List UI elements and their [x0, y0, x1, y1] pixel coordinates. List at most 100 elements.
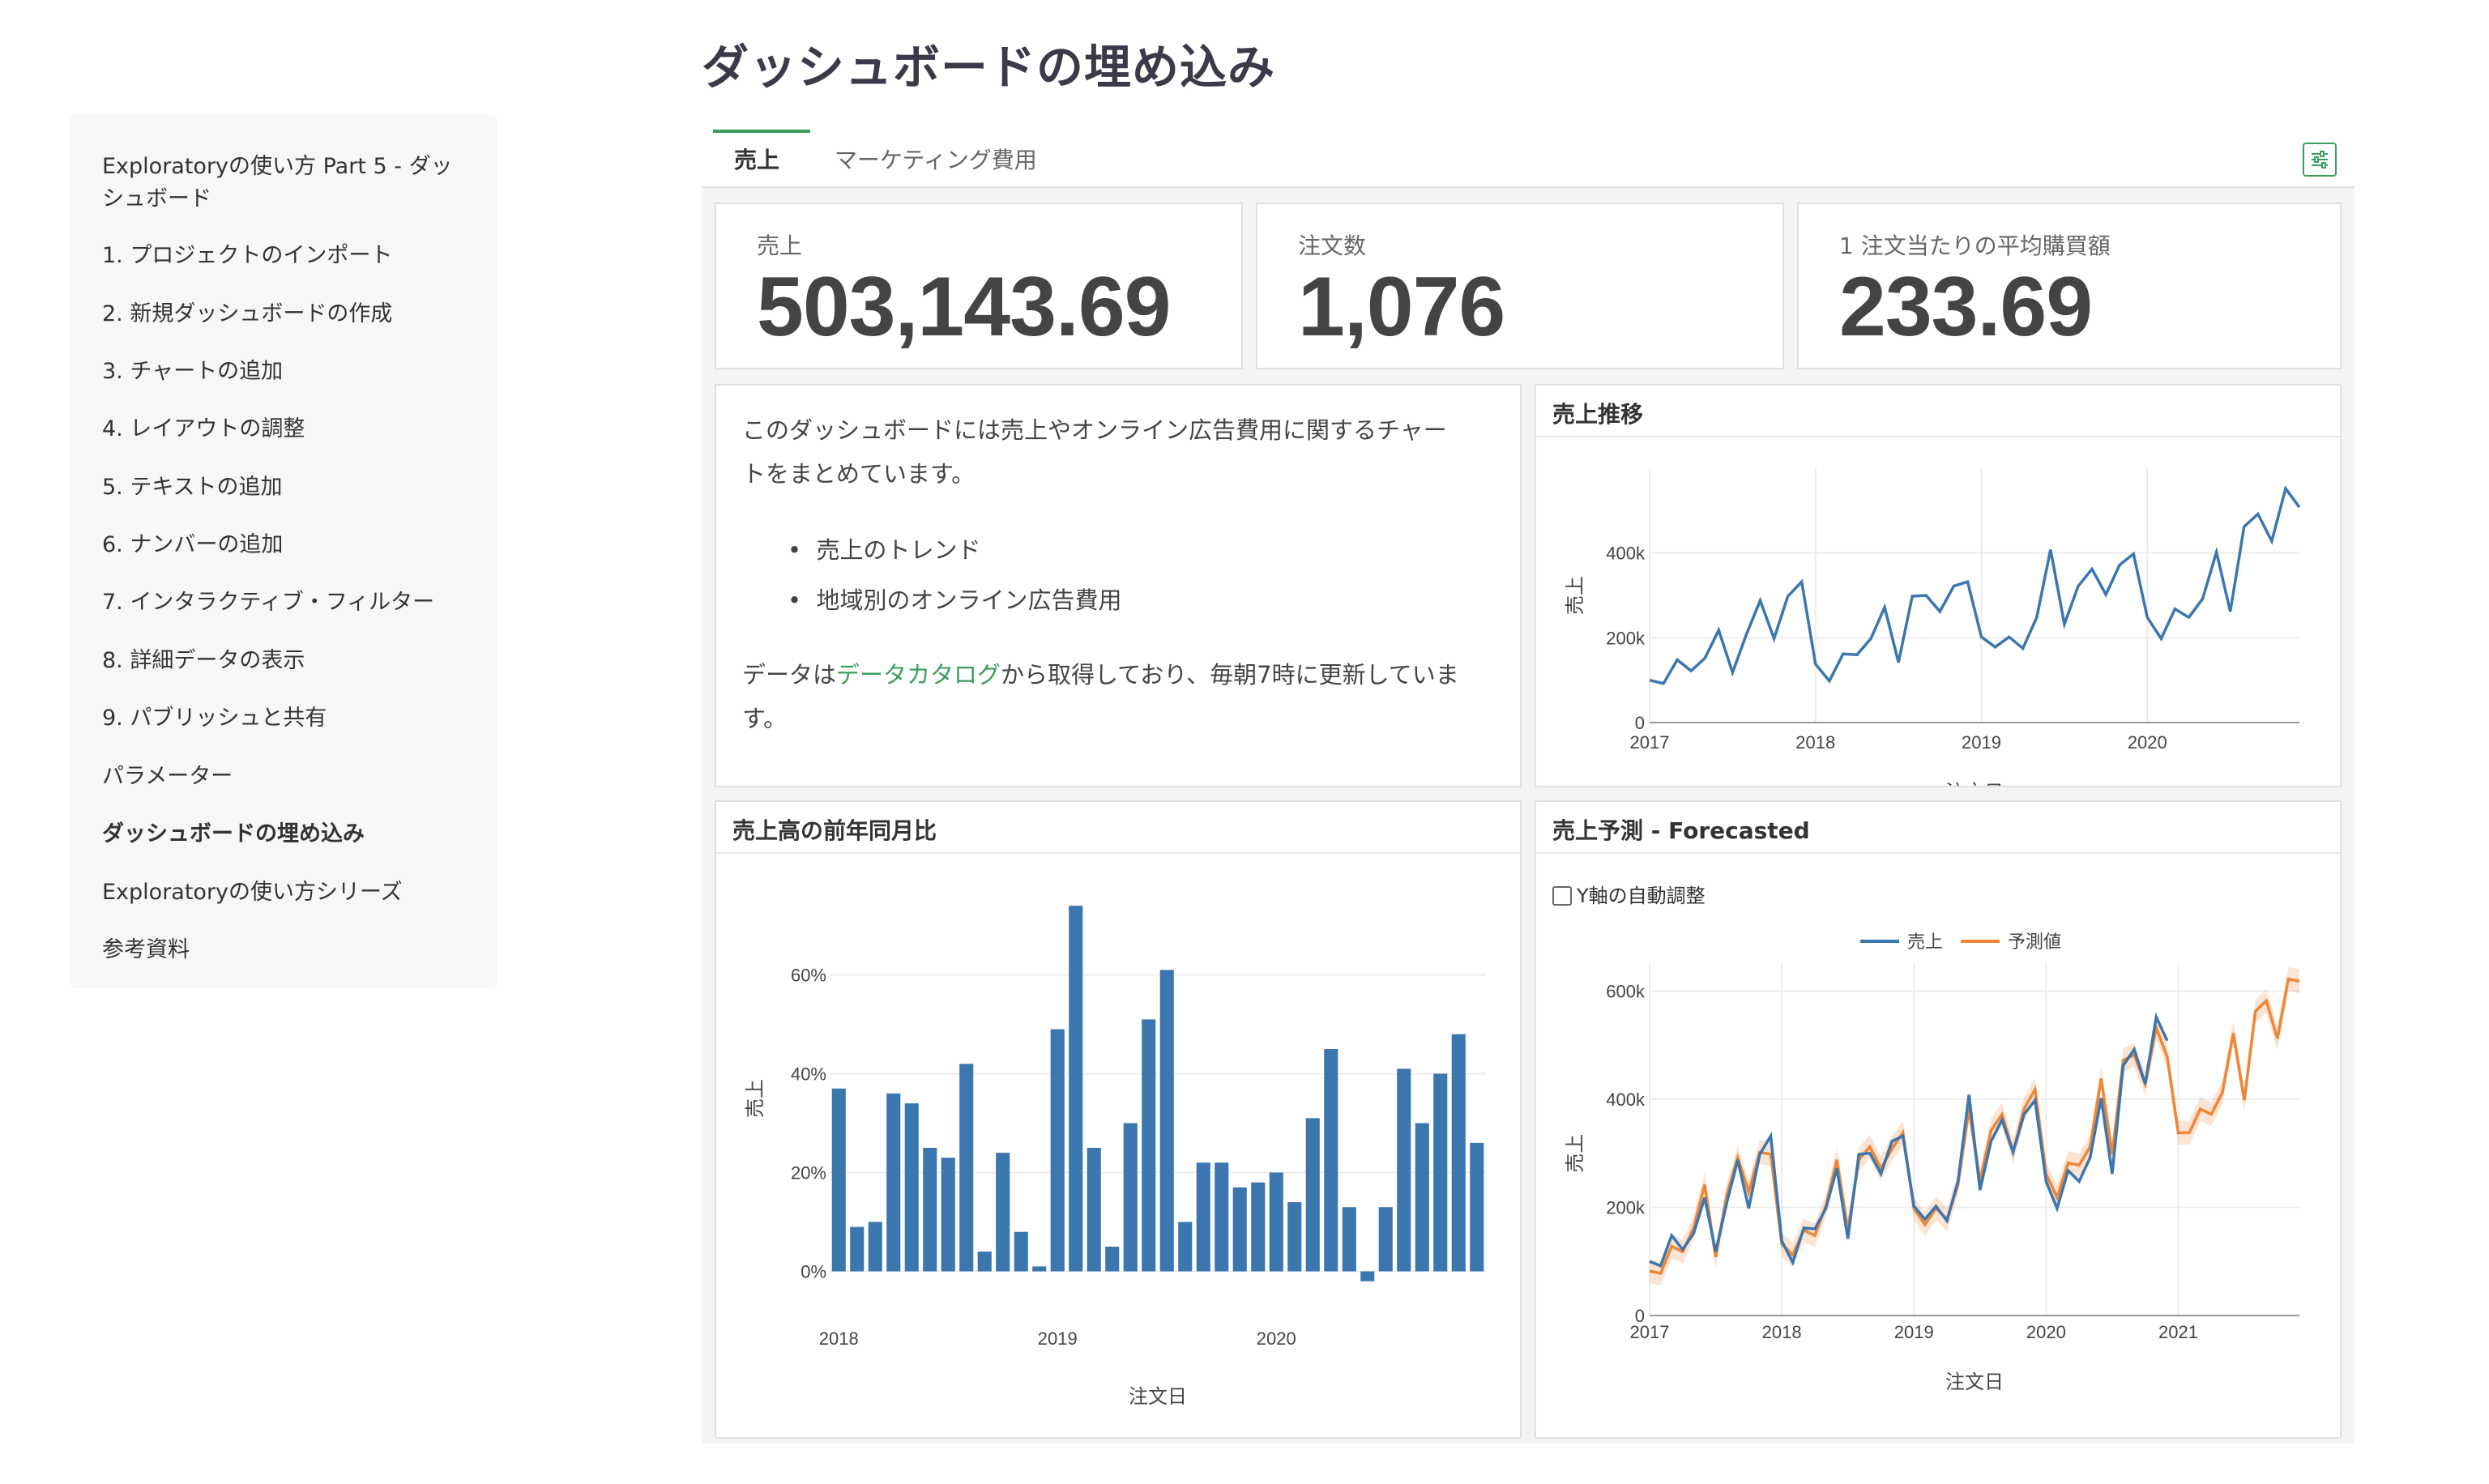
sales-trend-chart: 0 200k 400k 2017 2018 2019 2020 注文日 売上: [1565, 468, 2301, 786]
tab-sales[interactable]: 売上: [734, 147, 780, 173]
y-axis-title: 売上: [1565, 1134, 1586, 1173]
y-tick-label: 20%: [791, 1163, 826, 1183]
sidebar-item-references[interactable]: 参考資料: [102, 937, 190, 962]
bar: [1069, 906, 1083, 1272]
bar: [1178, 1222, 1193, 1272]
tab-bar: 売上 マーケティング費用: [702, 122, 2355, 188]
bar: [868, 1222, 882, 1272]
x-tick-label: 2017: [1630, 1322, 1670, 1342]
bar: [959, 1064, 974, 1272]
sidebar-item-4[interactable]: 4. レイアウトの調整: [102, 416, 305, 441]
active-tab-indicator: [713, 130, 810, 133]
x-tick-label: 2019: [1962, 732, 2001, 753]
sidebar-item-7[interactable]: 7. インタラクティブ・フィルター: [102, 590, 435, 615]
bar: [1378, 1207, 1393, 1272]
y-tick-label: 600k: [1606, 981, 1646, 1001]
bar: [1014, 1231, 1028, 1272]
bar: [1215, 1162, 1229, 1272]
x-tick-label: 2020: [2026, 1322, 2066, 1342]
y-tick-label: 0: [1635, 713, 1645, 733]
number-card-orders: 注文数 1,076: [1256, 203, 1784, 369]
bar: [1305, 1118, 1320, 1272]
filter-button[interactable]: [2303, 143, 2337, 177]
sidebar-item-9[interactable]: 9. パブリッシュと共有: [102, 706, 327, 731]
data-catalog-link[interactable]: データカタログ: [836, 661, 1001, 689]
sidebar-item-3[interactable]: 3. チャートの追加: [102, 359, 284, 384]
number-label: 注文数: [1298, 232, 1367, 259]
card-header: 売上予測 - Forecasted: [1536, 802, 2340, 854]
auto-scale-y-toggle[interactable]: Y軸の自動調整: [1552, 880, 1706, 908]
series-line: [1649, 485, 2301, 685]
sidebar-item-8[interactable]: 8. 詳細データの表示: [102, 648, 305, 673]
y-tick-label: 200k: [1606, 1197, 1646, 1217]
legend-label: 売上: [1907, 932, 1943, 952]
number-card-sales: 売上 503,143.69: [715, 203, 1243, 369]
sidebar-item-parameters[interactable]: パラメーター: [102, 764, 233, 789]
x-tick-label: 2018: [819, 1328, 859, 1349]
sidebar-item-6[interactable]: 6. ナンバーの追加: [102, 532, 284, 557]
bar: [1232, 1187, 1247, 1272]
number-value: 233.69: [1839, 260, 2093, 354]
number-value: 503,143.69: [757, 260, 1172, 354]
bar: [1032, 1266, 1047, 1272]
bar: [1105, 1247, 1120, 1272]
sales-trend-card: 売上推移 0 200k 400k 2017 2018 2019 2020 注文日 売上: [1535, 384, 2342, 787]
forecast-line: [1649, 977, 2300, 1275]
text-para1-line2: トをまとめています。: [742, 460, 976, 488]
tab-marketing-cost[interactable]: マーケティング費用: [835, 147, 1037, 173]
text-card: このダッシュボードには売上やオンライン広告費用に関するチャー トをまとめています…: [715, 384, 1522, 787]
bar: [923, 1148, 937, 1272]
bar: [850, 1226, 865, 1272]
sidebar-item-1[interactable]: 1. プロジェクトのインポート: [102, 243, 393, 268]
y-axis-title: 売上: [745, 1079, 766, 1118]
card-header: 売上高の前年同月比: [716, 802, 1520, 854]
x-axis-title: 注文日: [1129, 1386, 1187, 1408]
x-axis-title: 注文日: [1945, 782, 2004, 786]
sidebar-item-series[interactable]: Exploratoryの使い方シリーズ: [102, 880, 403, 905]
sidebar-item-2[interactable]: 2. 新規ダッシュボードの作成: [102, 301, 393, 326]
bar: [1470, 1142, 1484, 1272]
text-para1-line1: このダッシュボードには売上やオンライン広告費用に関するチャー: [742, 416, 1447, 444]
number-label: 売上: [757, 232, 803, 259]
x-tick-label: 2018: [1762, 1322, 1802, 1342]
text-para2-line2: す。: [742, 705, 788, 732]
bar: [941, 1158, 955, 1272]
bullet-text: 地域別のオンライン広告費用: [816, 586, 1122, 614]
bar: [886, 1093, 901, 1272]
checkbox-label: Y軸の自動調整: [1577, 885, 1706, 907]
bar: [1415, 1123, 1429, 1272]
y-tick-label: 60%: [791, 966, 826, 986]
sidebar-item-part5[interactable]: Exploratoryの使い方 Part 5 - ダッ シュボード: [102, 151, 453, 215]
bullet-text: 売上のトレンド: [816, 536, 981, 564]
y-axis-title: 売上: [1565, 576, 1586, 615]
bar: [996, 1153, 1010, 1272]
bar: [1050, 1029, 1065, 1272]
forecast-card: 売上予測 - Forecasted Y軸の自動調整 売上 予測値 0 200k 400k…: [1535, 800, 2342, 1439]
sidebar-item-label-cont: シュボード: [102, 186, 211, 211]
sales-line: [1649, 1012, 2169, 1268]
checkbox-icon[interactable]: [1552, 886, 1572, 906]
bar: [1251, 1182, 1266, 1272]
y-tick-label: 40%: [791, 1064, 826, 1085]
y-tick-label: 200k: [1606, 628, 1646, 648]
yoy-bar-chart: 0% 20% 40% 60% 2018 2019 2020 注文日 売上: [745, 906, 1486, 1408]
sidebar-nav: Exploratoryの使い方 Part 5 - ダッ シュボード 1. プロジ…: [70, 115, 497, 988]
bar: [1196, 1162, 1210, 1272]
legend-label: 予測値: [2008, 932, 2061, 952]
sliders-icon: [2312, 151, 2328, 168]
sidebar-item-embed-active[interactable]: ダッシュボードの埋め込み: [102, 821, 365, 846]
bar: [1087, 1148, 1101, 1272]
bar: [904, 1103, 919, 1272]
number-value: 1,076: [1298, 260, 1505, 354]
page-title: ダッシュボードの埋め込み: [702, 40, 1276, 95]
bar: [1360, 1271, 1375, 1281]
bar: [977, 1252, 992, 1272]
forecast-line-chart: 売上 予測値 0 200k 400k 600k 2017 2018 2019 2020 2021 注文…: [1565, 932, 2300, 1393]
card-header: 売上推移: [1536, 386, 2340, 437]
bar: [1142, 1019, 1156, 1272]
sidebar-item-5[interactable]: 5. テキストの追加: [102, 475, 283, 500]
bullet-item: • 売上のトレンド: [788, 536, 981, 564]
number-card-avg-order: 1 注文当たりの平均購買額 233.69: [1797, 203, 2342, 369]
x-axis-title: 注文日: [1945, 1371, 2004, 1393]
y-tick-label: 0: [1635, 1306, 1645, 1326]
